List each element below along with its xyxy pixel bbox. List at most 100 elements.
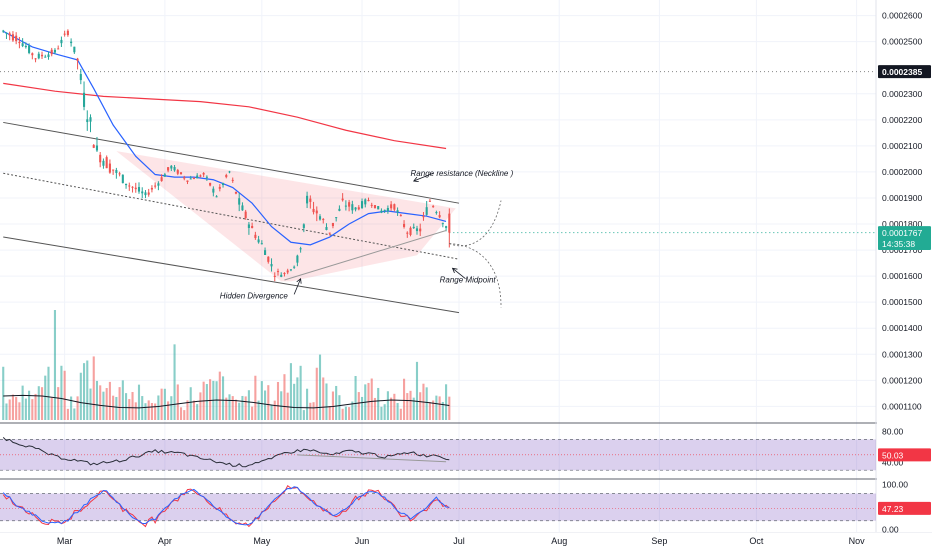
candle-body <box>348 202 351 207</box>
candle-body <box>112 169 115 171</box>
candle-body <box>428 200 431 202</box>
candle-body <box>212 188 215 193</box>
candle-body <box>189 178 192 180</box>
candle-body <box>247 224 250 228</box>
volume-bar <box>335 385 338 420</box>
candle-body <box>390 204 393 209</box>
time-axis-bg <box>0 533 932 550</box>
candle-body <box>377 206 380 210</box>
volume-bar <box>231 396 234 420</box>
oscillator-tick-label: 0.00 <box>882 525 899 535</box>
rsi-divergence-line <box>297 454 447 463</box>
time-tick-label: Mar <box>57 536 73 546</box>
candle-body <box>312 208 315 213</box>
price-badge-label: 0.0001767 <box>882 228 922 238</box>
volume-bar <box>403 378 406 420</box>
volume-bar <box>92 356 95 420</box>
volume-bar <box>63 370 66 420</box>
volume-bar <box>354 376 357 420</box>
time-tick-label: Jun <box>355 536 370 546</box>
price-tick-label: 0.0001600 <box>882 271 922 281</box>
candle-body <box>154 185 157 187</box>
oscillator-band <box>0 493 876 521</box>
candle-body <box>264 250 267 255</box>
price-tick-label: 0.0001500 <box>882 297 922 307</box>
grid-lines <box>0 0 932 534</box>
candle-body <box>441 223 444 225</box>
oscillator-tick-label: 80.00 <box>882 427 904 437</box>
annotation-label: Range Midpoint <box>440 276 497 285</box>
candle-body <box>176 170 179 174</box>
candle-body <box>11 34 14 41</box>
volume-bar <box>302 410 305 420</box>
volume-bar <box>390 397 393 420</box>
candle-body <box>225 174 228 178</box>
volume-bar <box>419 392 422 420</box>
price-badge <box>878 65 931 79</box>
annotation-label: Hidden Divergence <box>220 291 289 300</box>
volume-bar <box>95 380 99 420</box>
volume-bar <box>380 406 383 420</box>
candle-body <box>170 165 173 169</box>
candle-body <box>344 205 347 207</box>
volume-bar <box>2 366 5 420</box>
price-badge <box>878 237 931 251</box>
volume-bar <box>179 407 183 420</box>
volume-bar <box>150 403 153 420</box>
volume-bar <box>205 384 208 420</box>
candle-body <box>89 117 92 122</box>
candle-body <box>202 173 205 175</box>
time-tick-label: May <box>253 536 271 546</box>
volume-bar <box>377 387 380 420</box>
candle-body <box>137 187 141 192</box>
candle-body <box>231 179 234 181</box>
candle-body <box>241 205 244 211</box>
price-tick-label: 0.0002500 <box>882 37 922 47</box>
candle-body <box>386 208 389 212</box>
candle-body <box>167 167 170 171</box>
volume-bar <box>357 392 360 420</box>
candle-body <box>367 199 370 202</box>
volume-bar <box>244 396 247 420</box>
volume-bar <box>325 383 328 420</box>
volume-bar <box>57 387 60 420</box>
candle-body <box>160 177 163 182</box>
ma200-series <box>3 82 447 150</box>
volume-bar <box>163 388 166 420</box>
candle-body <box>331 222 334 227</box>
volume-ma-line <box>3 394 450 409</box>
volume-bar <box>228 394 231 420</box>
volume-bar <box>286 392 289 420</box>
volume-bar <box>170 396 173 420</box>
volume-bar <box>28 390 31 420</box>
volume-bar <box>348 407 351 420</box>
candle-body <box>257 239 260 243</box>
volume-bar <box>76 396 79 420</box>
volume-bar <box>432 400 435 420</box>
volume-bar <box>79 372 82 420</box>
volume-bar <box>154 403 157 420</box>
volume-bar <box>280 391 283 420</box>
volume-bar <box>134 402 137 420</box>
oscillator-badge <box>878 501 931 515</box>
volume-bar <box>157 395 160 420</box>
candle-body <box>24 45 27 48</box>
volume-bar <box>254 375 257 420</box>
volume-bar <box>173 344 176 420</box>
candle-body <box>306 195 309 204</box>
volume-bar <box>312 402 315 420</box>
volume-bar <box>215 381 218 420</box>
volume-bar <box>108 381 111 420</box>
candle-body <box>406 232 409 234</box>
volume-bar <box>186 400 189 420</box>
candle-body <box>380 210 383 213</box>
volume-bar <box>338 395 341 420</box>
neckline-shading <box>116 151 456 282</box>
projection-up <box>449 200 502 247</box>
volume-bar <box>137 384 141 420</box>
candle-body <box>354 207 357 210</box>
candle-body <box>393 204 396 210</box>
candle-body <box>315 210 318 214</box>
